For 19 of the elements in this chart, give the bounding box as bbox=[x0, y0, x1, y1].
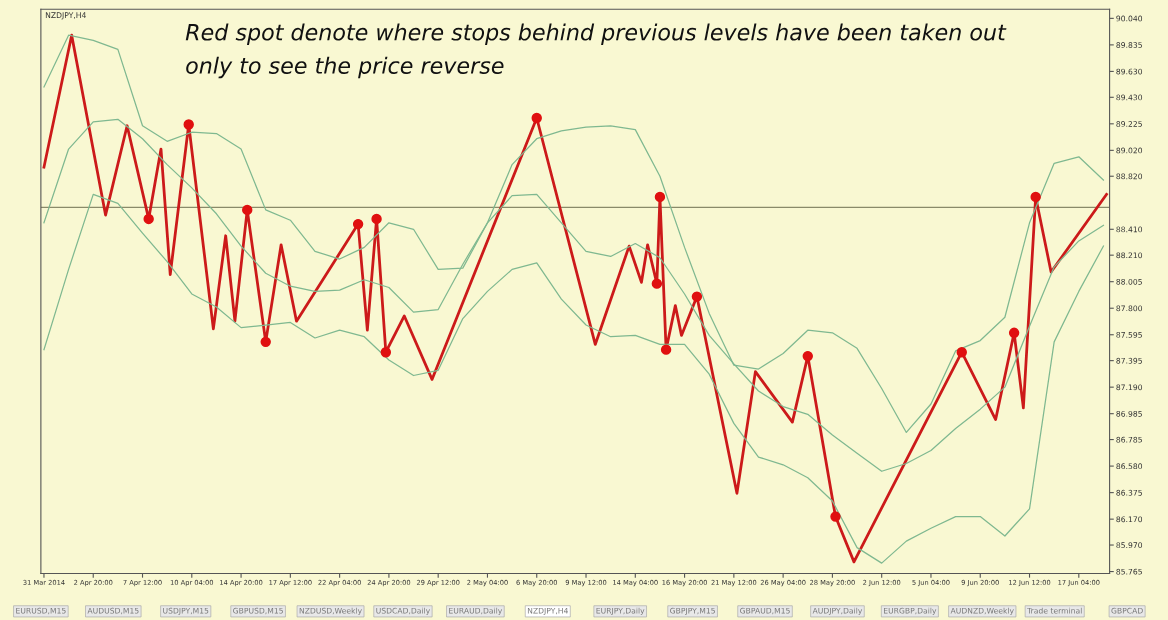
point bbox=[371, 213, 382, 225]
line-series bbox=[43, 193, 1105, 564]
point bbox=[1030, 191, 1041, 203]
point bbox=[242, 204, 253, 216]
point bbox=[183, 119, 194, 130]
point bbox=[956, 347, 967, 358]
point bbox=[651, 278, 663, 289]
point bbox=[143, 213, 154, 225]
point bbox=[380, 347, 392, 358]
point bbox=[830, 511, 841, 522]
point bbox=[654, 191, 666, 203]
point bbox=[1008, 327, 1020, 339]
point bbox=[660, 344, 672, 355]
annotation: Red spot denote where stops behind previous levels have been taken out only to see the price reverse bbox=[185, 23, 1007, 79]
point bbox=[531, 112, 542, 124]
point bbox=[691, 291, 703, 302]
point bbox=[802, 350, 813, 362]
point bbox=[352, 218, 364, 230]
point bbox=[260, 336, 271, 348]
